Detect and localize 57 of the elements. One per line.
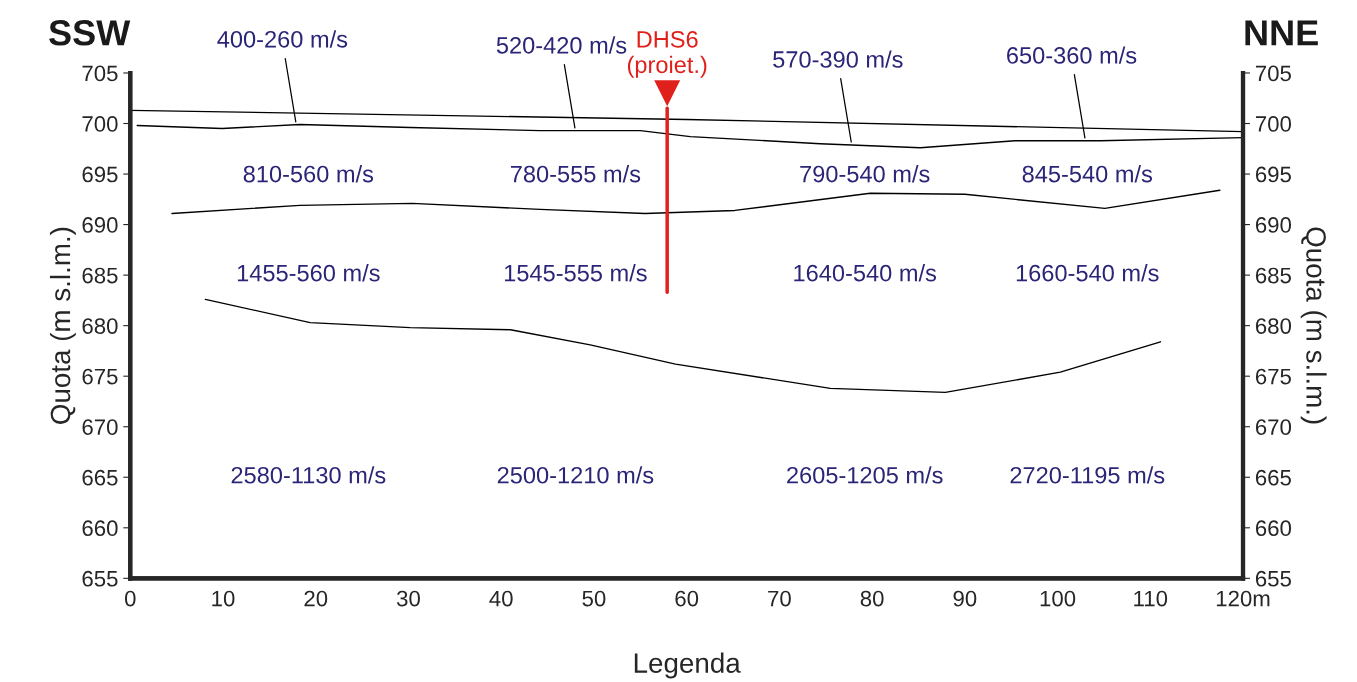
x-tick-label: 120m bbox=[1216, 590, 1270, 607]
y2-tick-label: 695 bbox=[1255, 166, 1291, 183]
x-tick-label: 110 bbox=[1134, 590, 1168, 607]
annotation: 2580-1130 m/s bbox=[231, 466, 386, 484]
y2-tick-label: 660 bbox=[1255, 520, 1292, 537]
x-tick-label: 90 bbox=[953, 590, 977, 607]
x-tick-label: 10 bbox=[212, 590, 235, 607]
x-tick-label: 40 bbox=[489, 590, 513, 607]
annotation: 650-360 m/s bbox=[1007, 46, 1137, 64]
x-tick-label: 20 bbox=[304, 590, 328, 607]
y-tick-label: 670 bbox=[82, 419, 118, 435]
y2-tick-label: 665 bbox=[1255, 469, 1291, 486]
x-tick-label: 100 bbox=[1040, 590, 1076, 607]
x-tick-label: 80 bbox=[860, 590, 884, 607]
y-tick-label: 700 bbox=[82, 116, 118, 132]
x-tick-label: 70 bbox=[768, 590, 791, 607]
annotation: 1455-560 m/s bbox=[237, 264, 380, 282]
x-tick-label: 0 bbox=[124, 590, 136, 607]
text: NNE bbox=[1245, 20, 1318, 46]
y2-tick-label: 705 bbox=[1255, 65, 1291, 82]
annotation: 790-540 m/s bbox=[800, 165, 930, 183]
y-tick-label: 695 bbox=[82, 166, 118, 183]
annotation: 1545-555 m/s bbox=[504, 264, 647, 282]
y2-tick-label: 680 bbox=[1255, 318, 1292, 334]
x-tick-label: 30 bbox=[396, 590, 420, 607]
y2-axis-title: Quota (m s.l.m.) bbox=[1300, 227, 1327, 424]
annotation: 2500-1210 m/s bbox=[497, 466, 654, 484]
text: DHS6 (proiet.) bbox=[627, 30, 707, 78]
y2-tick-label: 685 bbox=[1255, 267, 1291, 284]
y-tick-label: 685 bbox=[82, 267, 118, 284]
annotation: 1640-540 m/s bbox=[794, 264, 937, 282]
annotation: 2720-1195 m/s bbox=[1010, 466, 1165, 484]
y-tick-label: 690 bbox=[82, 217, 118, 233]
y-tick-label: 675 bbox=[82, 368, 118, 385]
annotation: 780-555 m/s bbox=[510, 165, 641, 183]
y-tick-label: 665 bbox=[82, 469, 118, 486]
text: SSW bbox=[49, 20, 131, 46]
annotation: 520-420 m/s bbox=[496, 36, 627, 54]
x-tick-label: 60 bbox=[675, 590, 699, 607]
y2-tick-label: 700 bbox=[1255, 116, 1292, 132]
annotation: 810-560 m/s bbox=[243, 165, 374, 183]
annotation: 845-540 m/s bbox=[1022, 165, 1152, 183]
x-tick-label: 50 bbox=[582, 590, 606, 607]
y-axis-title: Quota (m s.l.m.) bbox=[49, 227, 76, 424]
y2-tick-label: 670 bbox=[1255, 419, 1292, 435]
y2-tick-label: 655 bbox=[1255, 570, 1291, 587]
x-axis-title: Legenda bbox=[634, 652, 741, 679]
y-tick-label: 660 bbox=[82, 520, 118, 537]
y2-tick-label: 675 bbox=[1255, 368, 1291, 385]
y-tick-label: 705 bbox=[82, 65, 118, 82]
y-tick-label: 680 bbox=[82, 318, 118, 334]
y-tick-label: 655 bbox=[82, 570, 118, 587]
annotation: 2605-1205 m/s bbox=[787, 466, 943, 484]
annotation: 570-390 m/s bbox=[773, 50, 903, 68]
y2-tick-label: 690 bbox=[1255, 217, 1292, 233]
annotation: 400-260 m/s bbox=[217, 30, 348, 48]
annotation: 1660-540 m/s bbox=[1016, 264, 1159, 282]
